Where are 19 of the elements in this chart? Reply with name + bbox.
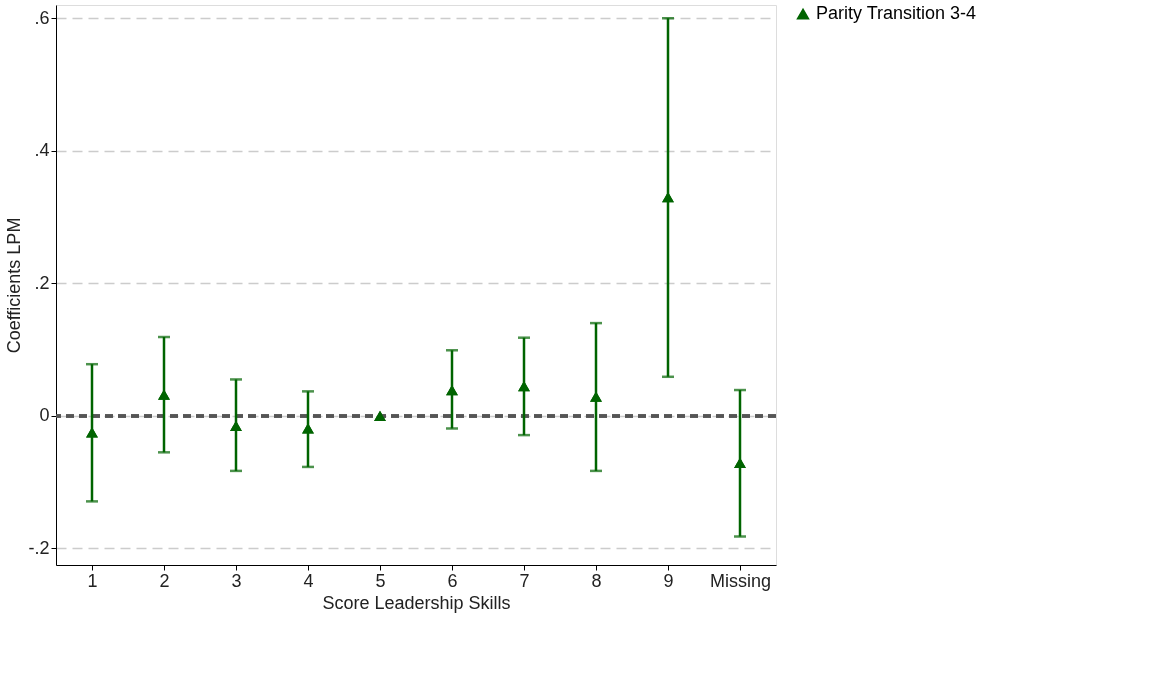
y-tick-label: .2: [34, 272, 50, 293]
x-tick-label: 9: [663, 570, 674, 591]
x-tick-label: 6: [447, 570, 458, 591]
y-tick-label: -.2: [28, 537, 50, 558]
x-tick-label: 2: [159, 570, 170, 591]
x-tick-label: 4: [303, 570, 314, 591]
legend-label: Parity Transition 3-4: [816, 3, 977, 23]
x-tick-label: 8: [591, 570, 602, 591]
x-tick-label: 1: [87, 570, 98, 591]
x-axis-title: Score Leadership Skills: [322, 592, 511, 613]
x-tick-label: 5: [375, 570, 386, 591]
y-axis-title: Coefficients LPM: [4, 217, 25, 354]
x-tick-label: 7: [519, 570, 530, 591]
x-tick-label: Missing: [709, 570, 772, 591]
point: [374, 410, 386, 422]
x-tick-label: 3: [231, 570, 242, 591]
y-tick-label: .6: [34, 7, 50, 28]
y-tick-label: .4: [34, 140, 50, 161]
y-tick-label: 0: [39, 405, 50, 426]
